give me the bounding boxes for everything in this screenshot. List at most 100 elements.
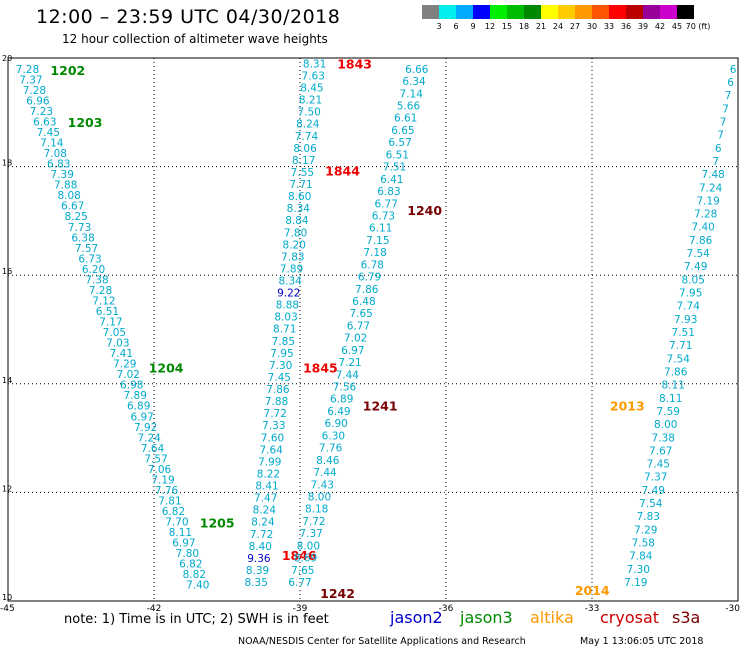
wave-height-point: 7.15 — [366, 235, 389, 247]
colorbar-swatch — [660, 5, 677, 19]
wave-height-point: 7.81 — [158, 495, 181, 507]
colorbar-swatch — [626, 5, 643, 19]
wave-height-point: 6.97 — [130, 411, 153, 423]
wave-height-point: 6.48 — [352, 296, 375, 308]
wave-height-point: 7.37 — [19, 74, 42, 86]
wave-height-point: 7.93 — [674, 314, 697, 326]
colorbar-swatch — [643, 5, 660, 19]
wave-height-point: 7.45 — [268, 372, 291, 384]
wave-height-point: 6 — [727, 77, 734, 89]
wave-height-point: 8.17 — [292, 155, 315, 167]
wave-height-point: 8.00 — [297, 540, 320, 552]
wave-height-point: 7.58 — [632, 538, 655, 550]
wave-height-point: 7.38 — [652, 432, 675, 444]
wave-height-point: 6.83 — [377, 186, 400, 198]
colorbar-label: 36 — [620, 22, 632, 31]
wave-height-point: 6.89 — [127, 401, 150, 413]
wave-height-point: 7.24 — [137, 432, 161, 444]
wave-height-point: 6.51 — [386, 149, 409, 161]
pass-time-label: 1203 — [68, 115, 103, 130]
wave-height-point: 7.64 — [259, 444, 283, 456]
wave-height-point: 7.55 — [291, 167, 314, 179]
wave-height-point: 7.72 — [302, 516, 325, 528]
wave-height-point: 7.14 — [40, 138, 64, 150]
wave-height-point: 7.63 — [302, 70, 325, 82]
wave-height-point: 7.88 — [265, 396, 288, 408]
wave-height-point: 7.65 — [291, 565, 314, 577]
wave-height-point: 7.57 — [144, 453, 167, 465]
wave-height-point: 7.95 — [270, 348, 293, 360]
wave-height-point: 7.51 — [672, 327, 695, 339]
wave-height-point: 6.82 — [162, 506, 185, 518]
wave-height-point: 7.45 — [647, 459, 670, 471]
wave-height-point: 8.31 — [303, 58, 326, 70]
wave-height-point: 8.24 — [253, 505, 277, 517]
y-tick-label: 10 — [2, 593, 12, 602]
wave-height-point: 7.48 — [701, 169, 724, 181]
colorbar-swatch — [592, 5, 609, 19]
wave-height-point: 7.23 — [30, 106, 53, 118]
y-tick-label: 12 — [2, 484, 12, 493]
wave-height-point: 8.39 — [246, 565, 269, 577]
wave-height-point: 6.78 — [361, 259, 384, 271]
wave-height-point: 6.20 — [82, 264, 105, 276]
wave-height-point: 7.85 — [272, 336, 295, 348]
colorbar-swatch — [422, 5, 439, 19]
wave-height-point: 8.71 — [273, 324, 296, 336]
wave-height-point: 8.69 — [294, 553, 317, 565]
colorbar-label: 12 — [484, 22, 496, 31]
wave-height-point: 7.47 — [254, 493, 277, 505]
wave-height-point: 8.34 — [287, 203, 311, 215]
wave-height-point: 7.74 — [295, 131, 319, 143]
colorbar-swatch — [575, 5, 592, 19]
colorbar — [422, 5, 694, 19]
colorbar-label: 45 — [671, 22, 683, 31]
wave-height-point: 7.86 — [664, 366, 688, 378]
wave-height-point: 6.73 — [372, 210, 395, 222]
wave-height-point: 7 — [717, 130, 724, 142]
wave-height-point: 7.19 — [624, 577, 647, 589]
wave-height-point: 7.59 — [657, 406, 680, 418]
wave-height-point: 8.21 — [299, 95, 322, 107]
wave-height-point: 7.40 — [691, 222, 714, 234]
wave-height-point: 7.28 — [23, 85, 46, 97]
wave-height-point: 7.28 — [694, 209, 717, 221]
wave-height-point: 8.46 — [316, 455, 340, 467]
wave-height-point: 8.18 — [305, 504, 328, 516]
wave-height-point: 6.41 — [380, 174, 403, 186]
wave-height-point: 7.05 — [103, 327, 126, 339]
wave-height-point: 6.83 — [47, 159, 70, 171]
wave-height-point: 7.92 — [134, 422, 157, 434]
pass-time-label: 1240 — [407, 203, 442, 218]
wave-height-point: 8.03 — [274, 312, 297, 324]
colorbar-swatch — [473, 5, 490, 19]
wave-height-point: 7.56 — [333, 382, 357, 394]
colorbar-swatch — [524, 5, 541, 19]
wave-height-point: 7.83 — [637, 511, 660, 523]
wave-height-point: 6 — [730, 64, 737, 76]
generation-timestamp: May 1 13:06:05 UTC 2018 — [580, 636, 704, 647]
wave-height-point: 7.80 — [284, 227, 307, 239]
wave-height-point: 5.66 — [397, 101, 421, 113]
page-title: 12:00 – 23:59 UTC 04/30/2018 — [36, 6, 341, 28]
y-tick-label: 16 — [2, 267, 12, 276]
x-tick-label: -39 — [293, 604, 308, 614]
wave-height-point: 6.49 — [327, 406, 350, 418]
wave-height-point: 7.38 — [85, 274, 108, 286]
wave-height-point: 8.24 — [296, 119, 320, 131]
wave-height-point: 6.34 — [402, 76, 426, 88]
pass-time-label: 1241 — [363, 399, 398, 414]
page-subtitle: 12 hour collection of altimeter wave hei… — [62, 32, 328, 46]
wave-height-point: 8.45 — [300, 83, 323, 95]
colorbar-label: 18 — [518, 22, 530, 31]
wave-height-point: 6.30 — [322, 430, 345, 442]
wave-height-point: 7.44 — [336, 369, 360, 381]
colorbar-label: 39 — [637, 22, 649, 31]
wave-height-point: 6.97 — [172, 538, 195, 550]
wave-height-point: 7.44 — [313, 467, 337, 479]
wave-height-point: 7.99 — [258, 456, 281, 468]
colorbar-label: 9 — [470, 22, 476, 31]
plot-frame — [7, 57, 739, 602]
pass-time-label: 1242 — [320, 586, 355, 601]
